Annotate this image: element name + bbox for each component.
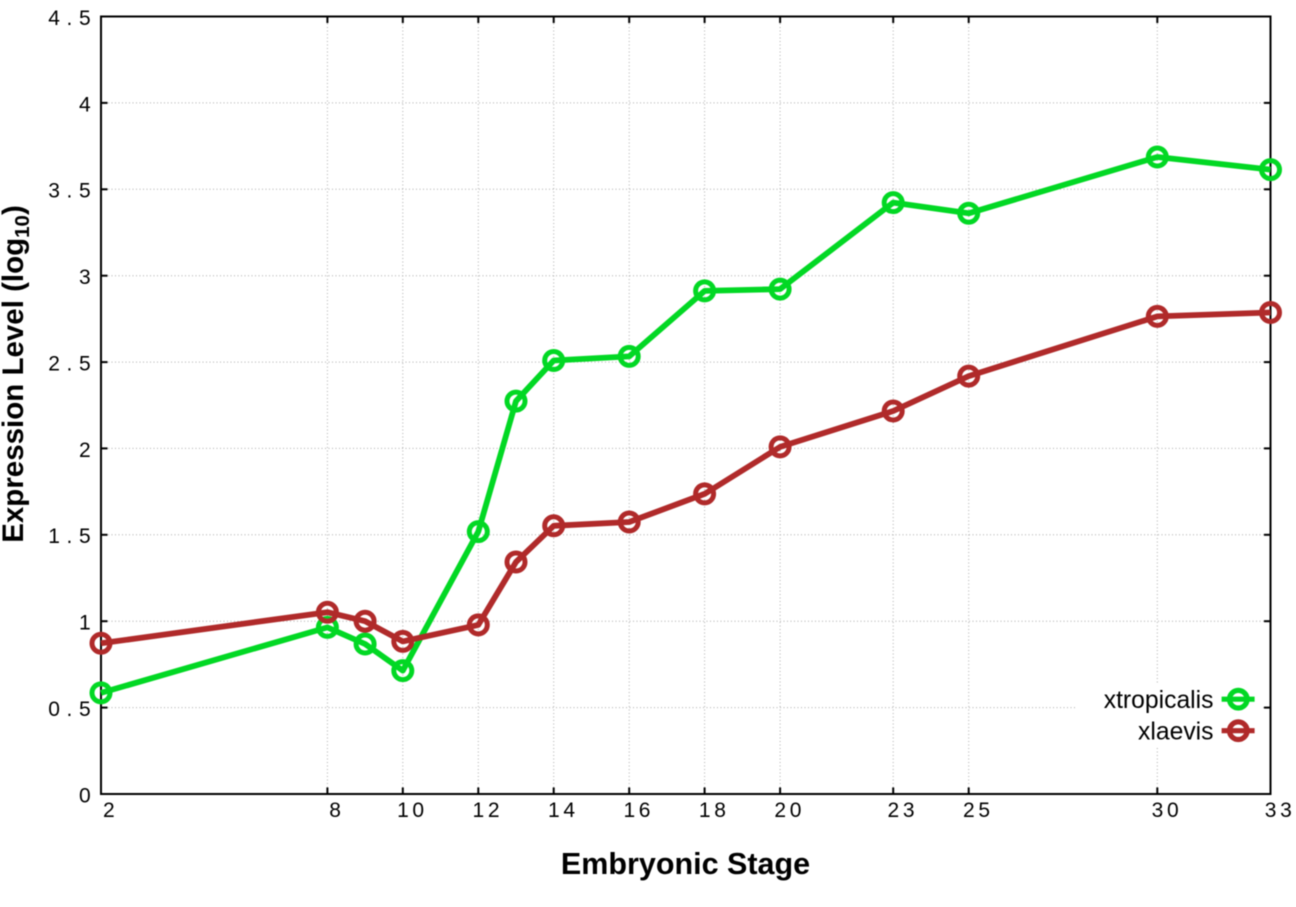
svg-text:1: 1	[48, 525, 60, 548]
svg-text:4: 4	[563, 799, 575, 822]
svg-text:.: .	[67, 353, 73, 376]
svg-text:3: 3	[1265, 799, 1277, 822]
svg-text:3: 3	[1152, 799, 1164, 822]
svg-text:Expression Level (log10): Expression Level (log10)	[0, 205, 34, 543]
svg-text:xlaevis: xlaevis	[1138, 718, 1213, 745]
svg-text:.: .	[67, 180, 73, 203]
svg-text:0: 0	[48, 698, 60, 721]
svg-text:0: 0	[790, 799, 802, 822]
svg-text:xtropicalis: xtropicalis	[1104, 687, 1214, 714]
svg-text:2: 2	[888, 799, 900, 822]
svg-text:1: 1	[548, 799, 560, 822]
svg-text:.: .	[67, 525, 73, 548]
svg-text:3: 3	[48, 180, 60, 203]
svg-text:4: 4	[79, 93, 91, 116]
svg-text:2: 2	[963, 799, 975, 822]
svg-text:2: 2	[774, 799, 786, 822]
svg-text:5: 5	[79, 180, 91, 203]
svg-text:5: 5	[978, 799, 990, 822]
svg-text:3: 3	[903, 799, 915, 822]
svg-text:2: 2	[488, 799, 500, 822]
svg-text:1: 1	[397, 799, 409, 822]
svg-text:1: 1	[473, 799, 485, 822]
svg-text:4: 4	[48, 7, 60, 30]
svg-text:2: 2	[79, 439, 91, 462]
svg-text:.: .	[67, 698, 73, 721]
svg-text:1: 1	[699, 799, 711, 822]
svg-text:5: 5	[79, 353, 91, 376]
svg-text:2: 2	[103, 799, 115, 822]
svg-text:1: 1	[79, 612, 91, 635]
svg-text:0: 0	[412, 799, 424, 822]
svg-text:5: 5	[79, 7, 91, 30]
svg-text:3: 3	[1280, 799, 1292, 822]
svg-text:0: 0	[1167, 799, 1179, 822]
svg-text:3: 3	[79, 266, 91, 289]
svg-text:1: 1	[623, 799, 635, 822]
svg-text:.: .	[67, 7, 73, 30]
svg-text:6: 6	[639, 799, 651, 822]
svg-text:0: 0	[79, 784, 91, 807]
svg-text:Embryonic Stage: Embryonic Stage	[561, 847, 810, 881]
svg-text:2: 2	[48, 353, 60, 376]
svg-text:5: 5	[79, 698, 91, 721]
svg-text:5: 5	[79, 525, 91, 548]
svg-text:8: 8	[714, 799, 726, 822]
svg-text:8: 8	[329, 799, 341, 822]
